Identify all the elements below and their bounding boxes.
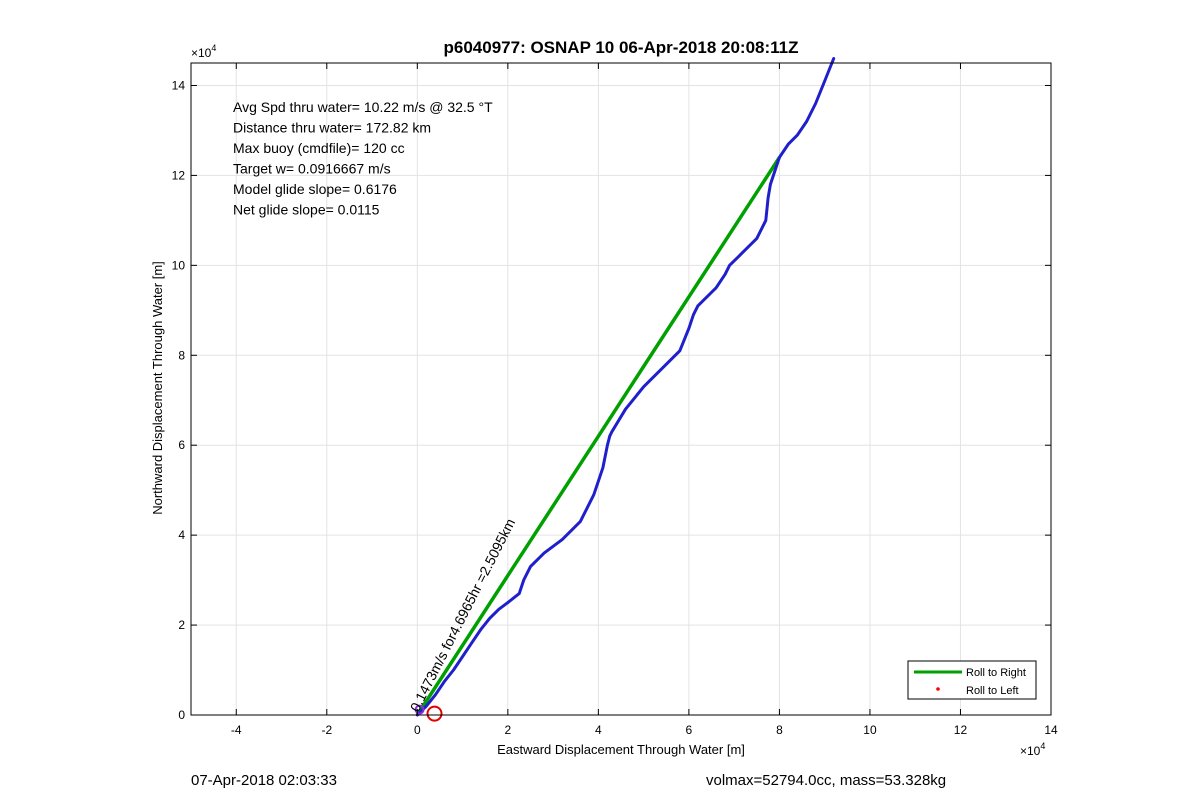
svg-text:×104: ×104	[191, 43, 216, 60]
x-tick-label: 14	[1044, 723, 1058, 737]
y-tick-label: 12	[172, 168, 186, 182]
x-tick-label: 0	[414, 723, 421, 737]
annotation-line: Distance thru water= 172.82 km	[233, 120, 431, 136]
y-tick-label: 14	[172, 78, 186, 92]
x-axis-label: Eastward Displacement Through Water [m]	[497, 742, 745, 757]
legend-box	[907, 660, 1037, 700]
x-tick-label: 6	[686, 723, 693, 737]
y-tick-label: 8	[178, 348, 185, 362]
axes-box	[190, 62, 1052, 716]
x-tick-label: 8	[776, 723, 783, 737]
y-exponent: ×104	[191, 43, 216, 60]
x-tick-label: -4	[231, 723, 242, 737]
x-exponent-base: ×10	[1020, 744, 1041, 758]
rotated-annotation: 0.1473m/s for4.6965hr =2.5095km	[407, 516, 519, 714]
legend: Roll to Right Roll to Left	[907, 660, 1037, 700]
series-roll-to-right-line	[415, 156, 781, 716]
y-exponent-base: ×10	[191, 46, 212, 60]
x-tick-label: 12	[954, 723, 968, 737]
series-track-line	[415, 57, 836, 717]
plot-area	[414, 57, 836, 722]
legend-label-roll-left: Roll to Left	[966, 685, 1019, 697]
y-tick-label: 4	[178, 528, 185, 542]
y-tick-label: 10	[172, 258, 186, 272]
annotation-block: Avg Spd thru water= 10.22 m/s @ 32.5 °T D…	[233, 99, 493, 218]
legend-label-roll-right: Roll to Right	[966, 667, 1026, 679]
y-exponent-power: 4	[211, 43, 216, 53]
y-tick-label: 2	[178, 618, 185, 632]
annotation-line: Net glide slope= 0.0115	[233, 202, 380, 218]
x-tick-label: -2	[321, 723, 332, 737]
annotation-line: Target w= 0.0916667 m/s	[233, 161, 391, 177]
x-tick-label: 10	[863, 723, 877, 737]
x-exponent: ×104	[1020, 741, 1045, 758]
chart-title: p6040977: OSNAP 10 06-Apr-2018 20:08:11Z	[444, 38, 799, 57]
x-tick-label: 2	[504, 723, 511, 737]
annotation-line: Model glide slope= 0.6176	[233, 181, 397, 197]
ticks: -4 -2 0 2 4 6 8 10 12 14 0 2 4 6 8 10 12 14	[172, 63, 1058, 737]
y-tick-label: 0	[178, 708, 185, 722]
start-marker	[414, 704, 425, 715]
annotation-line: Avg Spd thru water= 10.22 m/s @ 32.5 °T	[233, 99, 493, 115]
x-tick-label: 4	[595, 723, 602, 737]
end-marker	[426, 705, 443, 722]
legend-marker-roll-left	[936, 687, 940, 691]
footer-timestamp: 07-Apr-2018 02:03:33	[191, 772, 337, 789]
annotation-line: Max buoy (cmdfile)= 120 cc	[233, 140, 405, 156]
footer-volmax-mass: volmax=52794.0cc, mass=53.328kg	[706, 772, 947, 789]
svg-text:×104: ×104	[1020, 741, 1045, 758]
y-tick-label: 6	[178, 438, 185, 452]
y-axis-label: Northward Displacement Through Water [m]	[150, 261, 165, 515]
x-exponent-power: 4	[1040, 741, 1045, 751]
